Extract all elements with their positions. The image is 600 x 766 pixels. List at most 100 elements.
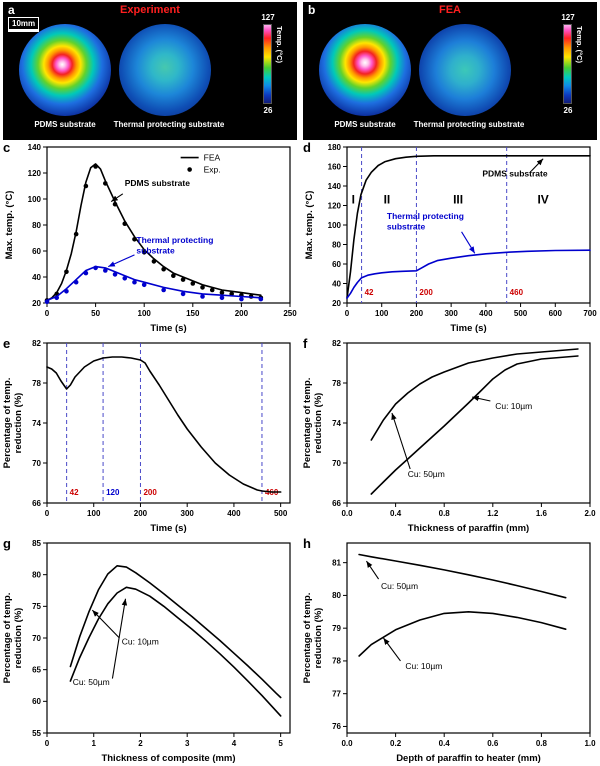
svg-text:50: 50	[91, 309, 100, 318]
svg-text:Percentage of temp.: Percentage of temp.	[2, 378, 13, 469]
svg-text:79: 79	[332, 624, 341, 633]
svg-text:1.2: 1.2	[487, 509, 499, 518]
svg-text:74: 74	[332, 419, 341, 428]
colorbar: 127 26 Temp. (°C)	[555, 12, 591, 134]
colorbar-min-value: 26	[563, 106, 573, 115]
svg-text:Max. temp. (°C): Max. temp. (°C)	[304, 191, 315, 260]
panel-c: c 0 50 100 150 200 250 20 40 60 80 100 120 140 PDMS s…	[0, 140, 300, 336]
svg-text:60: 60	[332, 260, 341, 269]
svg-text:0.4: 0.4	[390, 509, 402, 518]
svg-text:20: 20	[332, 299, 341, 308]
svg-text:0: 0	[45, 309, 50, 318]
svg-text:4: 4	[232, 739, 237, 748]
svg-text:0.2: 0.2	[390, 739, 402, 748]
svg-text:Cu: 50µm: Cu: 50µm	[73, 677, 110, 687]
svg-text:40: 40	[32, 273, 41, 282]
svg-text:400: 400	[479, 309, 493, 318]
svg-text:460: 460	[510, 288, 524, 297]
svg-text:80: 80	[32, 221, 41, 230]
thermal-image-protecting-experiment	[119, 24, 211, 116]
svg-text:78: 78	[332, 657, 341, 666]
svg-text:reduction (%): reduction (%)	[313, 393, 324, 454]
svg-text:2.0: 2.0	[584, 509, 596, 518]
svg-text:Time (s): Time (s)	[150, 523, 186, 534]
panel-letter-g: g	[3, 536, 11, 551]
svg-text:Cu: 10µm: Cu: 10µm	[495, 401, 532, 411]
svg-text:Max. temp. (°C): Max. temp. (°C)	[4, 191, 15, 260]
panel-b-title: FEA	[439, 4, 461, 16]
svg-text:200: 200	[419, 288, 433, 297]
svg-text:250: 250	[283, 309, 297, 318]
svg-text:120: 120	[328, 201, 342, 210]
svg-text:II: II	[384, 193, 391, 207]
svg-text:55: 55	[32, 729, 41, 738]
panel-letter-c: c	[3, 140, 11, 155]
svg-text:42: 42	[365, 288, 374, 297]
svg-text:0.6: 0.6	[487, 739, 499, 748]
svg-text:I: I	[352, 193, 355, 207]
svg-text:140: 140	[328, 182, 342, 191]
panel-letter-f: f	[303, 336, 308, 351]
svg-text:200: 200	[410, 309, 424, 318]
svg-text:82: 82	[332, 339, 341, 348]
svg-text:60: 60	[32, 697, 41, 706]
panel-a-experiment: a Experiment 10mm PDMS substrate Thermal…	[3, 2, 297, 140]
svg-text:400: 400	[227, 509, 241, 518]
svg-text:100: 100	[375, 309, 389, 318]
svg-text:700: 700	[583, 309, 597, 318]
panel-letter-b: b	[308, 3, 316, 17]
colorbar-gradient	[263, 24, 272, 104]
svg-text:2: 2	[138, 739, 143, 748]
scale-bar: 10mm	[8, 17, 40, 32]
colorbar-gradient	[563, 24, 572, 104]
svg-text:100: 100	[138, 309, 152, 318]
svg-text:Exp.: Exp.	[204, 165, 221, 175]
svg-text:Cu: 10µm: Cu: 10µm	[122, 636, 159, 646]
caption-pdms-substrate: PDMS substrate	[334, 120, 396, 129]
svg-text:78: 78	[332, 379, 341, 388]
svg-text:Thickness of paraffin (mm): Thickness of paraffin (mm)	[408, 523, 529, 534]
svg-text:Depth of paraffin to heater (m: Depth of paraffin to heater (mm)	[396, 753, 541, 764]
svg-text:0: 0	[45, 739, 50, 748]
svg-text:66: 66	[332, 499, 341, 508]
svg-text:80: 80	[332, 240, 341, 249]
svg-text:1.6: 1.6	[536, 509, 548, 518]
chart-h-temp-reduction-vs-paraffin-depth: 0.0 0.2 0.4 0.6 0.8 1.0 76 77 78 79 80 81 Cu: 50µm Cu…	[302, 542, 596, 764]
svg-text:Cu: 50µm: Cu: 50µm	[408, 469, 445, 479]
svg-text:0.8: 0.8	[536, 739, 548, 748]
svg-text:40: 40	[332, 279, 341, 288]
thermal-image-protecting-fea	[419, 24, 511, 116]
panel-g: g 0 1 2 3 4 5 55 60 65 70 75 80 85 Cu: 10µm Cu: 50µm Th…	[0, 536, 300, 766]
svg-text:500: 500	[274, 509, 288, 518]
svg-text:Time (s): Time (s)	[150, 323, 186, 334]
colorbar: 127 26 Temp. (°C)	[255, 12, 291, 134]
svg-text:180: 180	[328, 143, 342, 152]
svg-text:FEA: FEA	[204, 153, 221, 163]
svg-text:reduction (%): reduction (%)	[313, 608, 324, 669]
svg-text:200: 200	[134, 509, 148, 518]
svg-text:70: 70	[32, 459, 41, 468]
thermal-image-pdms-fea	[319, 24, 411, 116]
svg-text:78: 78	[32, 379, 41, 388]
svg-text:500: 500	[514, 309, 528, 318]
svg-text:66: 66	[32, 499, 41, 508]
svg-text:100: 100	[87, 509, 101, 518]
svg-text:Cu: 50µm: Cu: 50µm	[381, 581, 418, 591]
svg-text:0: 0	[45, 509, 50, 518]
svg-text:1: 1	[92, 739, 97, 748]
svg-text:65: 65	[32, 665, 41, 674]
svg-text:200: 200	[235, 309, 249, 318]
svg-text:200: 200	[143, 488, 157, 497]
svg-text:82: 82	[32, 339, 41, 348]
svg-text:Time (s): Time (s)	[450, 323, 486, 334]
colorbar-max-value: 127	[261, 13, 275, 22]
colorbar-label: Temp. (°C)	[275, 26, 284, 64]
svg-text:1.0: 1.0	[584, 739, 596, 748]
svg-text:120: 120	[28, 169, 42, 178]
svg-text:60: 60	[32, 247, 41, 256]
svg-text:0.0: 0.0	[341, 739, 353, 748]
svg-text:300: 300	[181, 509, 195, 518]
